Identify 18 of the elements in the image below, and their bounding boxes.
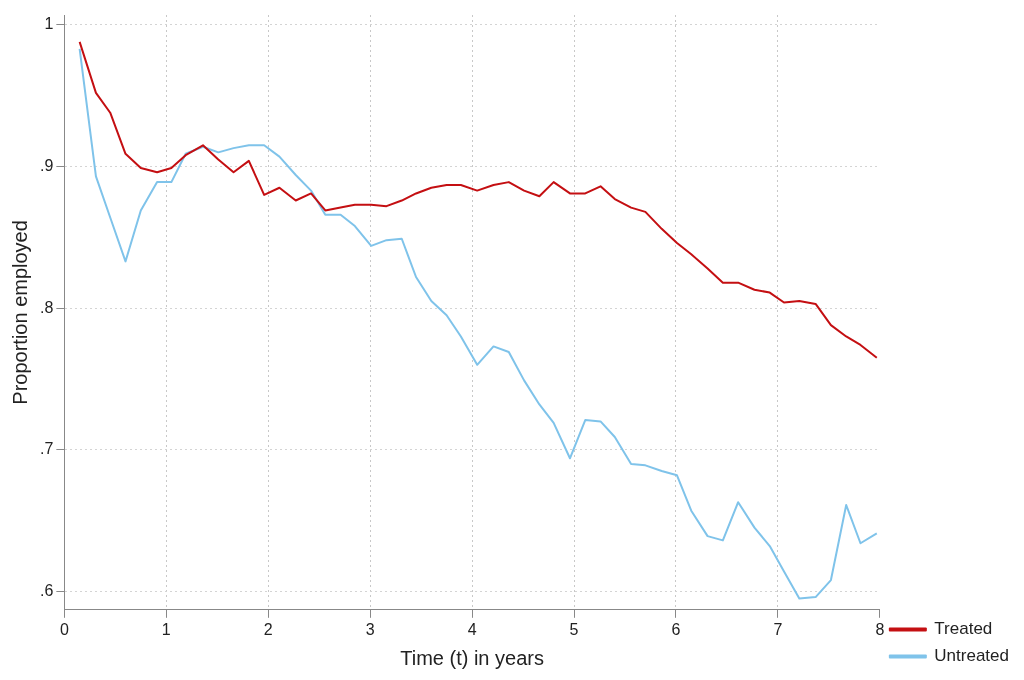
y-tick-label: .9 bbox=[40, 156, 54, 174]
y-tick-label: .6 bbox=[40, 581, 54, 599]
x-tick-label: 0 bbox=[59, 620, 69, 638]
x-tick-label: 8 bbox=[875, 620, 885, 638]
x-tick-label: 6 bbox=[671, 620, 681, 638]
x-axis-title: Time (t) in years bbox=[400, 646, 544, 669]
x-tick-label: 2 bbox=[263, 620, 273, 638]
x-tick-label: 7 bbox=[773, 620, 783, 638]
legend-label: Treated bbox=[934, 619, 993, 639]
x-tick-label: 3 bbox=[365, 620, 375, 638]
x-tick-label: 4 bbox=[467, 620, 477, 638]
y-tick-label: 1 bbox=[44, 15, 54, 33]
y-tick-label: .7 bbox=[40, 440, 54, 458]
x-tick-label: 5 bbox=[569, 620, 579, 638]
y-tick-label: .8 bbox=[40, 298, 54, 316]
x-tick-label: 1 bbox=[161, 620, 171, 638]
y-axis-title: Proportion employed bbox=[8, 220, 31, 405]
legend-label: Untreated bbox=[934, 646, 1010, 666]
